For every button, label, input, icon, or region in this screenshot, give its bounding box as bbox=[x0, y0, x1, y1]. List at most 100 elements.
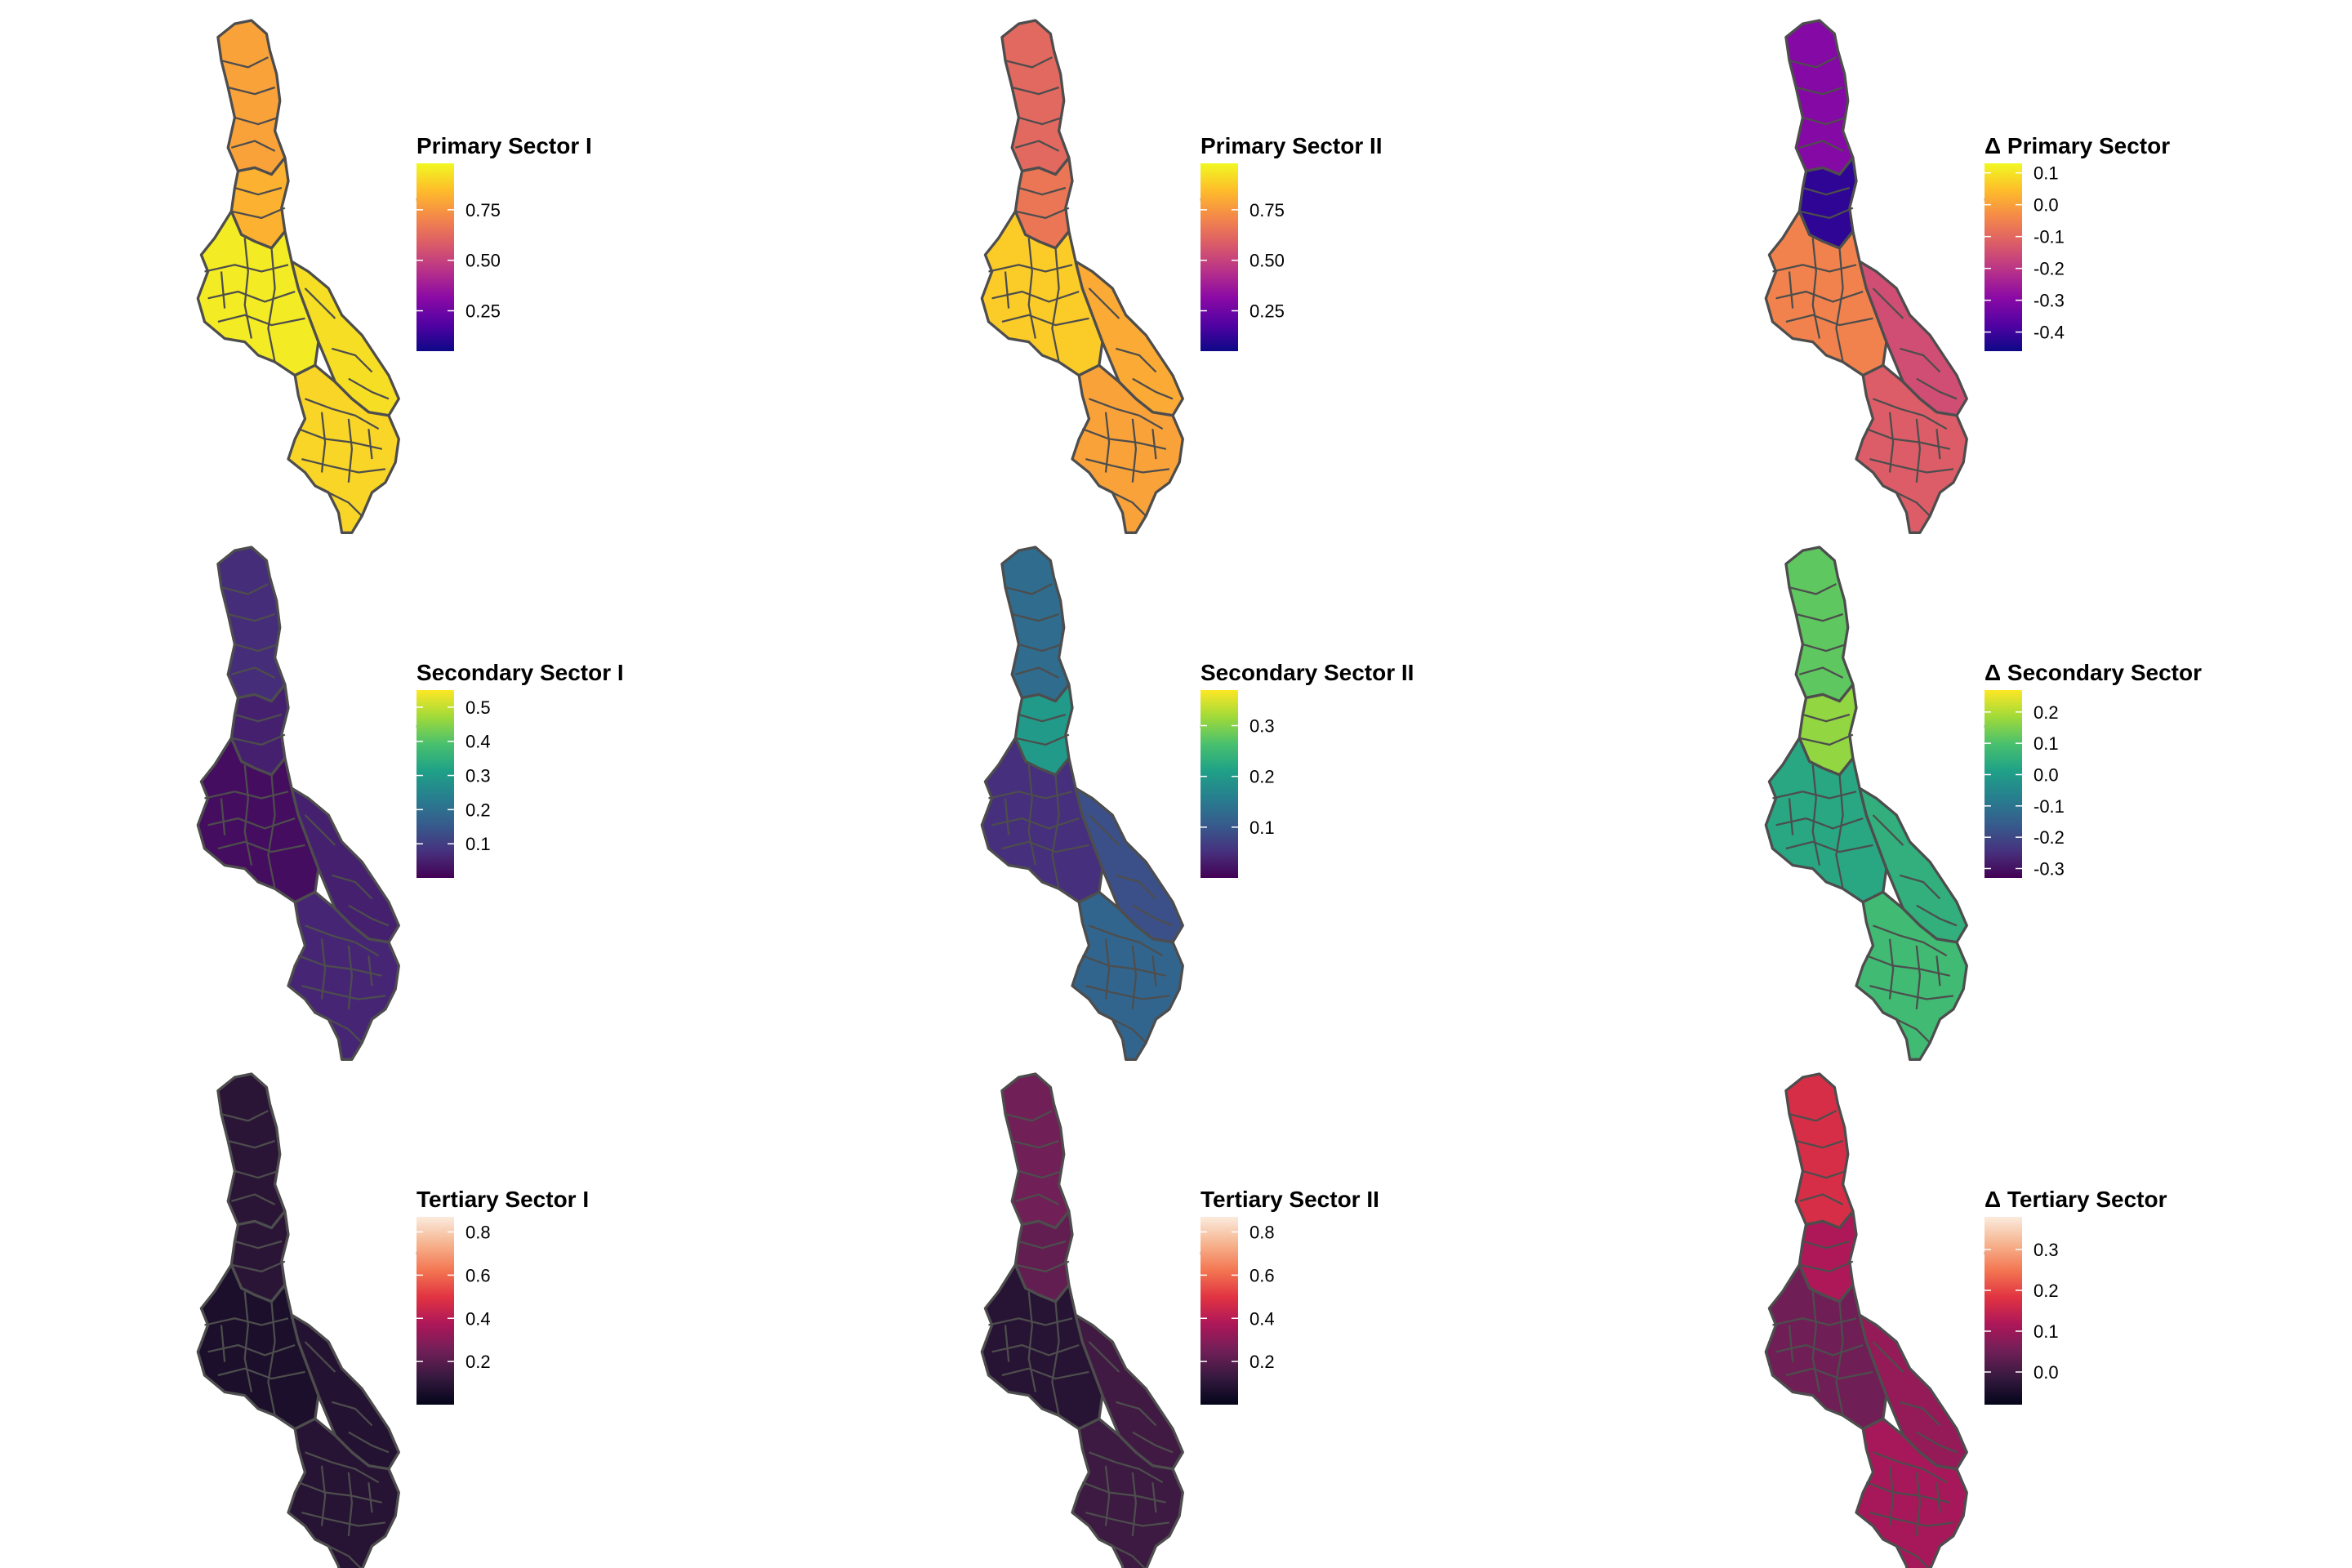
district-boundary bbox=[1865, 955, 1951, 977]
district-boundary bbox=[1795, 1139, 1843, 1149]
colorbar-tick-label: -0.4 bbox=[2034, 323, 2065, 343]
choropleth-map bbox=[196, 546, 442, 1061]
district-boundary bbox=[347, 945, 354, 1009]
district-boundary bbox=[1018, 1240, 1067, 1250]
district-boundary bbox=[1888, 412, 1895, 473]
region-north bbox=[216, 1072, 287, 1230]
district-boundary bbox=[1132, 1431, 1174, 1454]
district-boundary bbox=[1018, 643, 1063, 653]
legend-title: Secondary Sector II bbox=[1200, 660, 1414, 685]
district-boundary bbox=[220, 798, 226, 835]
district-boundary bbox=[234, 713, 283, 723]
region-lake bbox=[1074, 1313, 1184, 1471]
legend-title: Δ Tertiary Sector bbox=[1984, 1187, 2167, 1212]
district-boundary bbox=[1899, 874, 1941, 900]
district-boundary bbox=[304, 287, 336, 319]
district-boundary bbox=[217, 314, 305, 327]
region-north bbox=[216, 546, 287, 703]
district-boundary bbox=[1888, 1465, 1895, 1526]
panel-primary-2: Primary Sector II 0.75 0.50 0.25 bbox=[980, 19, 1383, 534]
district-boundary bbox=[1004, 798, 1010, 835]
colorbar bbox=[1200, 163, 1238, 351]
colorbar-tick-label: 0.0 bbox=[2034, 765, 2059, 786]
district-boundary bbox=[217, 1367, 305, 1380]
district-boundary bbox=[243, 1291, 253, 1392]
legend-title: Δ Primary Sector bbox=[1984, 133, 2170, 158]
district-boundary bbox=[1152, 956, 1157, 987]
district-boundary bbox=[1873, 924, 1948, 957]
colorbar-tick-label: 0.2 bbox=[2034, 1281, 2059, 1301]
region-north bbox=[1784, 546, 1855, 703]
district-boundary bbox=[1027, 1291, 1037, 1392]
district-boundary bbox=[301, 1512, 386, 1527]
region-north bbox=[1784, 1072, 1855, 1230]
district-boundary bbox=[220, 271, 226, 309]
district-boundary bbox=[368, 1482, 373, 1513]
district-boundary bbox=[1015, 1260, 1070, 1273]
district-boundary bbox=[1089, 924, 1164, 957]
district-boundary bbox=[1788, 56, 1837, 69]
district-boundary bbox=[231, 207, 286, 220]
district-boundary bbox=[1004, 56, 1053, 69]
district-boundary bbox=[267, 247, 276, 363]
legend-title: Tertiary Sector I bbox=[416, 1187, 589, 1212]
district-boundary bbox=[1895, 1545, 1930, 1568]
district-boundary bbox=[1915, 1472, 1922, 1536]
district-boundary bbox=[1865, 1481, 1951, 1503]
district-boundary bbox=[1081, 1481, 1167, 1503]
colorbar-tick-label: 0.1 bbox=[1250, 817, 1275, 838]
district-boundary bbox=[327, 1545, 362, 1568]
choropleth-map bbox=[1764, 546, 2010, 1061]
region-north bbox=[1000, 19, 1071, 176]
district-boundary bbox=[1115, 1401, 1157, 1427]
region-lake bbox=[1074, 786, 1184, 944]
panel-primary-1: Primary Sector I 0.75 0.50 0.25 bbox=[196, 19, 592, 534]
district-boundary bbox=[1088, 1341, 1120, 1373]
district-boundary bbox=[297, 1481, 383, 1503]
region-north bbox=[1000, 1072, 1071, 1230]
district-boundary bbox=[1785, 840, 1873, 853]
district-boundary bbox=[1811, 1291, 1821, 1392]
district-boundary bbox=[305, 1451, 380, 1484]
district-boundary bbox=[1915, 418, 1922, 483]
district-boundary bbox=[348, 377, 390, 400]
legend-title: Secondary Sector I bbox=[416, 660, 624, 685]
district-boundary bbox=[1835, 1301, 1844, 1416]
panel-tertiary-delta: Δ Tertiary Sector 0.3 0.2 0.1 0.0 bbox=[1764, 1072, 2167, 1568]
colorbar-tick-label: -0.3 bbox=[2034, 859, 2065, 880]
district-boundary bbox=[304, 1341, 336, 1373]
district-boundary bbox=[1014, 1193, 1060, 1205]
district-boundary bbox=[1936, 956, 1941, 987]
district-boundary bbox=[1873, 1451, 1948, 1484]
district-boundary bbox=[220, 56, 269, 69]
district-boundary bbox=[1011, 612, 1059, 622]
region-lake bbox=[290, 260, 400, 417]
choropleth-map bbox=[1764, 19, 2010, 534]
district-boundary bbox=[1788, 583, 1837, 595]
district-boundary bbox=[301, 458, 386, 474]
colorbar-tick-label: 0.0 bbox=[2034, 195, 2059, 216]
colorbar-tick-label: 0.1 bbox=[2034, 1321, 2059, 1342]
district-boundary bbox=[348, 904, 390, 927]
district-boundary bbox=[1798, 1193, 1844, 1205]
region-lake bbox=[290, 786, 400, 944]
district-boundary bbox=[230, 666, 276, 679]
colorbar-tick-label: 0.5 bbox=[466, 697, 491, 718]
colorbar bbox=[1200, 1217, 1238, 1405]
district-boundary bbox=[1018, 116, 1063, 126]
region-lake bbox=[1074, 260, 1184, 417]
colorbar-tick-label: 0.3 bbox=[1250, 716, 1275, 737]
colorbar-tick-label: -0.1 bbox=[2034, 796, 2065, 817]
district-boundary bbox=[301, 985, 386, 1000]
district-boundary bbox=[1788, 271, 1794, 309]
district-boundary bbox=[1799, 733, 1854, 746]
district-boundary bbox=[1795, 86, 1843, 96]
district-boundary bbox=[1131, 418, 1138, 483]
district-boundary bbox=[1104, 938, 1111, 1000]
district-boundary bbox=[347, 1472, 354, 1536]
colorbar-tick-label: 0.6 bbox=[1250, 1265, 1275, 1285]
district-boundary bbox=[1811, 238, 1821, 339]
district-boundary bbox=[320, 938, 327, 1000]
district-boundary bbox=[1089, 1451, 1164, 1484]
